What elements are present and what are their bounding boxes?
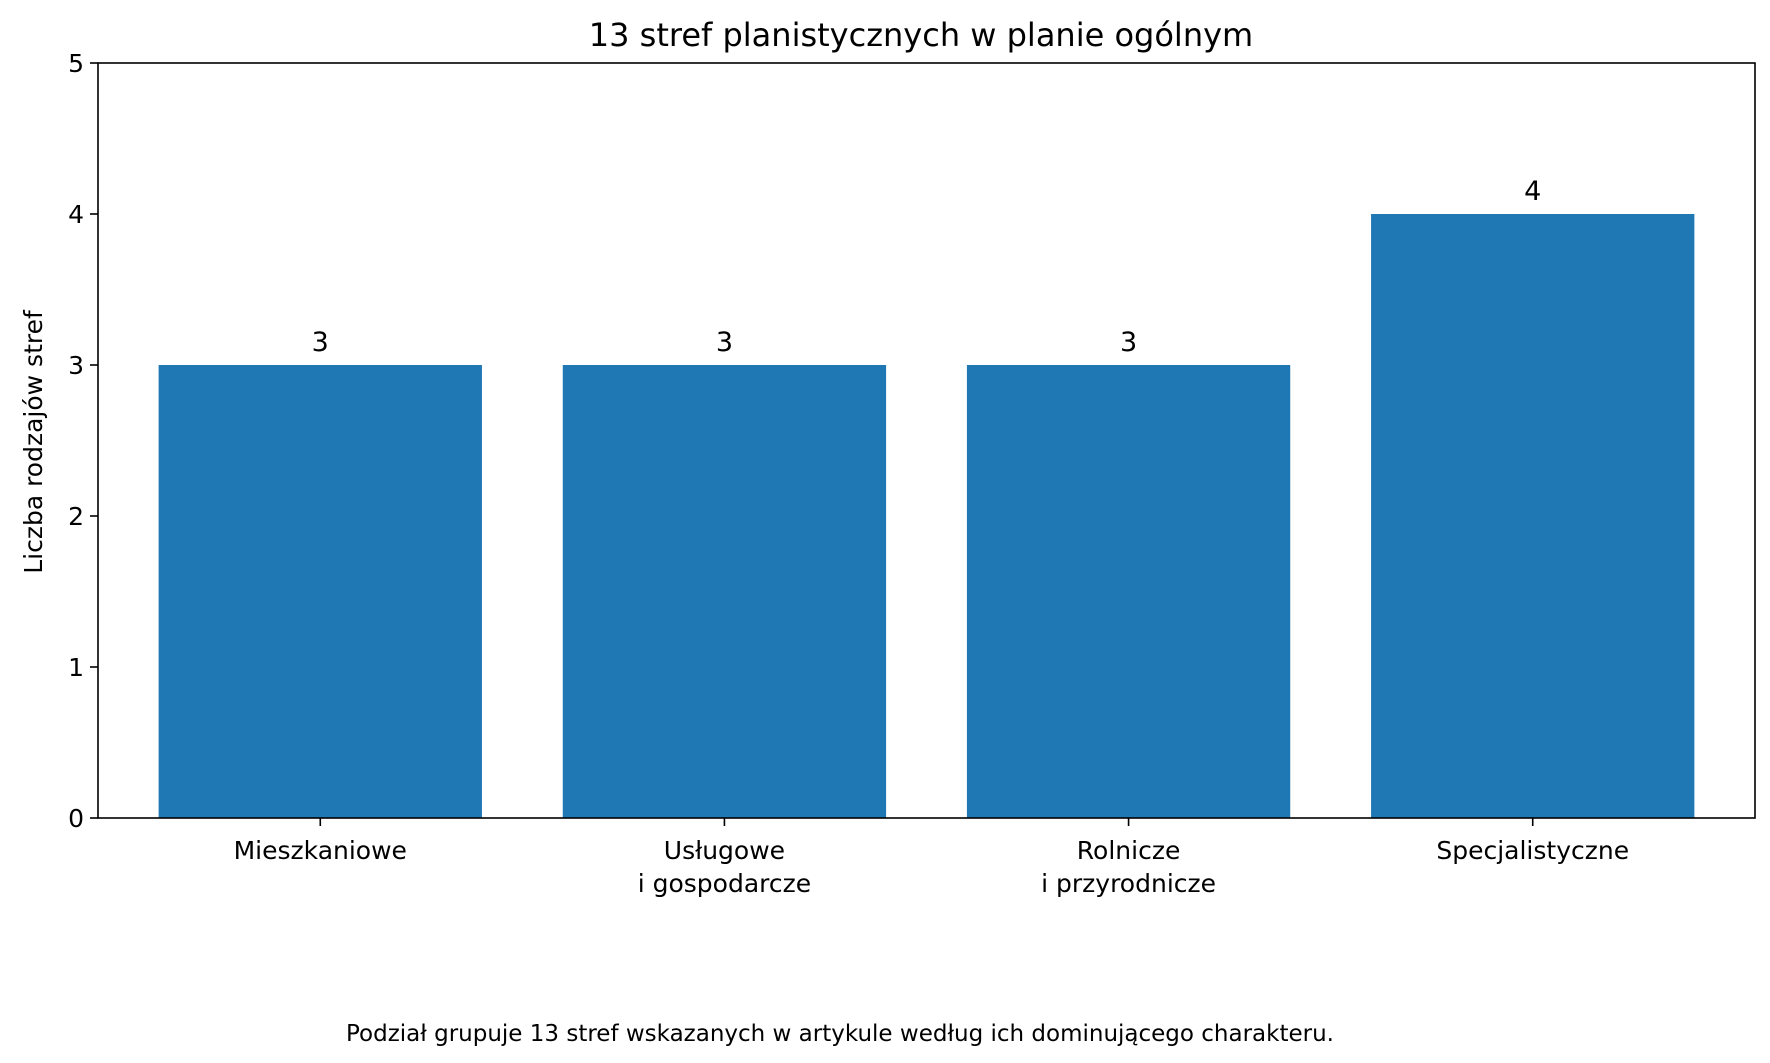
x-tick-label: i przyrodnicze (1041, 869, 1216, 898)
chart-title: 13 stref planistycznych w planie ogólnym (589, 16, 1253, 54)
data-label: 4 (1524, 176, 1541, 207)
y-axis-label: Liczba rodzajów stref (19, 309, 48, 574)
bar (966, 365, 1291, 818)
plot-area: 3 3 3 4 0 1 2 3 4 5 Mieszkaniowe Usługowe i gospodar… (68, 49, 1756, 898)
x-tick-label: Specjalistyczne (1436, 836, 1629, 865)
axes-frame (97, 62, 1756, 819)
y-tick-label: 2 (68, 502, 84, 531)
data-label: 3 (312, 327, 329, 358)
x-tick-label: Rolnicze (1077, 836, 1181, 865)
bar (158, 365, 482, 818)
y-tick-label: 1 (68, 653, 84, 682)
data-label: 3 (716, 327, 733, 358)
bar (1371, 214, 1695, 818)
y-tick-label: 0 (68, 804, 84, 833)
footnote: Podział grupuje 13 stref wskazanych w ar… (346, 1021, 1334, 1047)
bar (562, 365, 887, 818)
x-tick-label: Mieszkaniowe (234, 836, 407, 865)
y-tick-label: 4 (68, 200, 84, 229)
x-tick-label: Usługowe (664, 836, 785, 865)
y-tick-label: 3 (68, 351, 84, 380)
x-tick-label: i gospodarcze (638, 869, 811, 898)
y-tick-label: 5 (68, 49, 84, 78)
data-label: 3 (1120, 327, 1137, 358)
